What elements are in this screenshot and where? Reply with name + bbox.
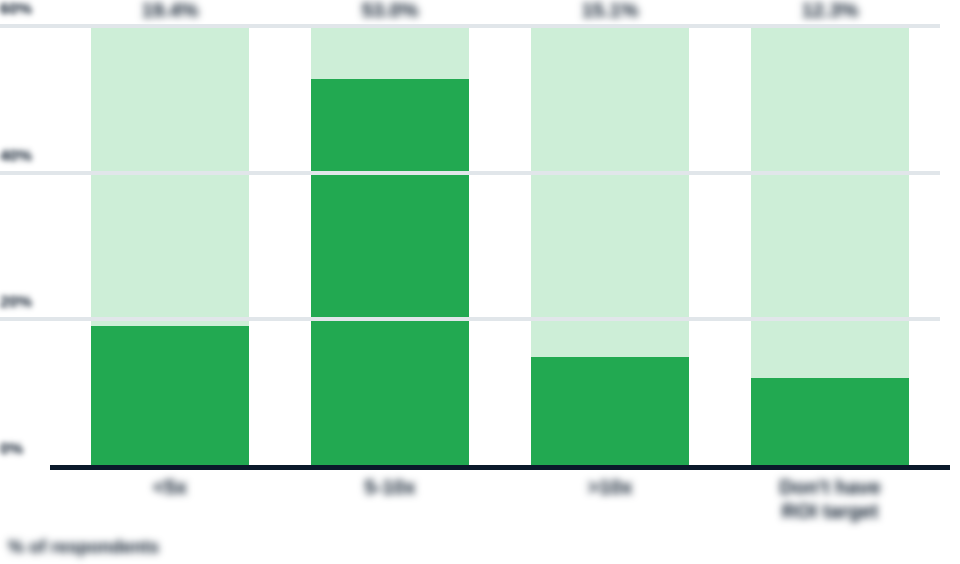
bar-slot bbox=[720, 28, 940, 468]
x-axis-labels: <5x 5-10x >10x Don't have ROI target bbox=[60, 476, 940, 524]
x-tick-label: <5x bbox=[60, 476, 280, 524]
bar bbox=[91, 326, 249, 468]
bar-slot bbox=[280, 28, 500, 468]
value-label: 19.4% bbox=[60, 0, 280, 24]
y-tick-label: 20% bbox=[0, 294, 50, 312]
y-tick-label: 40% bbox=[0, 148, 50, 166]
grid-line bbox=[60, 171, 940, 175]
value-label: 12.3% bbox=[720, 0, 940, 24]
grid-line bbox=[60, 317, 940, 321]
value-label: 53.0% bbox=[280, 0, 500, 24]
bar-chart: 19.4% 53.0% 15.1% 12.3% 0% 20% 40% 60% bbox=[0, 0, 960, 564]
x-axis bbox=[50, 465, 950, 470]
grid-line bbox=[60, 24, 940, 28]
x-tick-label: >10x bbox=[500, 476, 720, 524]
bar bbox=[531, 357, 689, 468]
bar bbox=[751, 378, 909, 468]
footnote: % of respondents bbox=[8, 537, 159, 558]
bar-slot bbox=[60, 28, 280, 468]
bar-slot bbox=[500, 28, 720, 468]
plot-area: 0% 20% 40% 60% bbox=[60, 28, 940, 468]
y-tick-label: 60% bbox=[0, 1, 50, 19]
x-tick-label: 5-10x bbox=[280, 476, 500, 524]
y-tick-label: 0% bbox=[0, 441, 50, 459]
value-labels-row: 19.4% 53.0% 15.1% 12.3% bbox=[60, 0, 940, 24]
bars-container bbox=[60, 28, 940, 468]
value-label: 15.1% bbox=[500, 0, 720, 24]
x-tick-label: Don't have ROI target bbox=[720, 476, 940, 524]
bar bbox=[311, 79, 469, 468]
